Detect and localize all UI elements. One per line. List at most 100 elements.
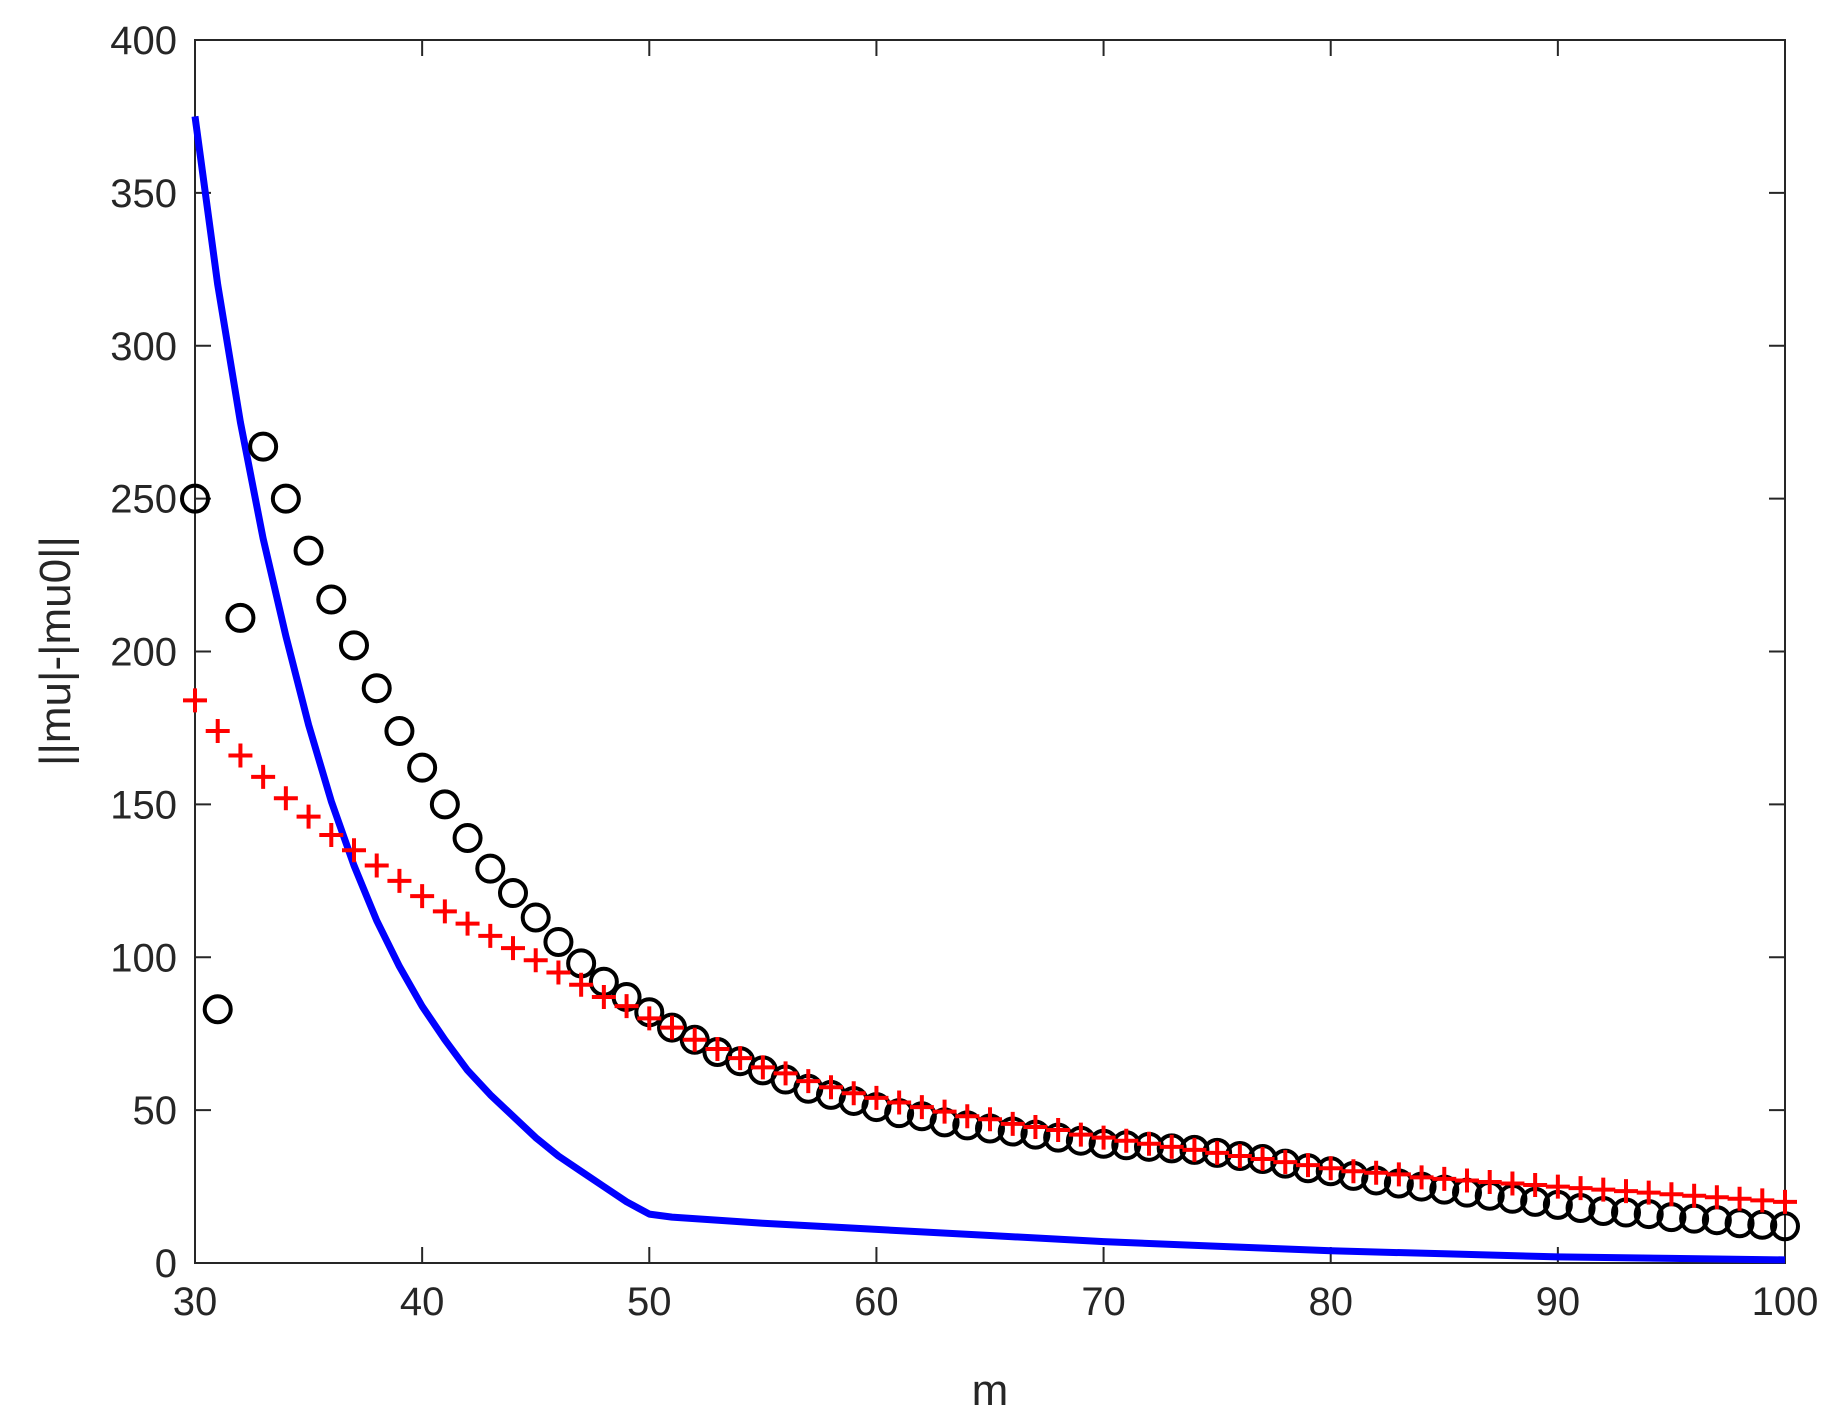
x-tick-label: 30 [173,1280,218,1324]
plus-marker [1386,1162,1411,1187]
circle-marker [270,483,301,514]
plus-marker [1750,1188,1775,1213]
plus-marker [432,899,457,924]
x-tick-label: 50 [627,1280,672,1324]
plus-marker [1159,1134,1184,1159]
y-tick-label: 100 [110,936,177,980]
circle-marker [180,483,210,514]
x-tick-label: 90 [1536,1280,1581,1324]
plus-marker [1545,1174,1570,1199]
plot-frame [194,39,1786,1264]
plus-marker [978,1107,1002,1132]
plus-marker [841,1081,866,1106]
plus-marker [364,853,389,878]
circle-marker [452,823,483,854]
plus-marker [1227,1143,1252,1168]
x-tick-label: 100 [1752,1280,1819,1324]
circle-marker [657,1012,687,1043]
y-tick-label: 50 [133,1089,178,1133]
plus-marker [319,822,344,847]
plus-marker [637,1006,662,1031]
y-tick-label: 250 [110,478,177,522]
y-tick-label: 300 [110,325,177,369]
series-layer [180,115,1800,1264]
plus-marker [1455,1168,1479,1193]
plus-marker [501,936,525,961]
plus-marker [546,960,571,985]
plus-marker [1091,1125,1116,1150]
plus-marker [478,923,503,948]
circle-marker [293,535,324,566]
series-2 [183,688,1797,1214]
plus-marker [251,764,276,789]
plus-marker [728,1046,753,1071]
plus-marker [1704,1185,1729,1210]
plus-marker [1068,1122,1093,1147]
circle-marker [1247,1144,1278,1175]
circle-marker [339,630,369,661]
tick-labels: 30 40 50 60 70 80 90 100 0 50 100 150 200 250 300 350 40… [110,19,1818,1324]
circle-marker [1224,1140,1255,1171]
plus-marker [296,804,321,829]
circle-marker [225,602,256,633]
plus-marker [1364,1160,1389,1185]
plus-marker [1046,1118,1071,1142]
plus-marker [1591,1177,1616,1202]
y-tick-label: 0 [155,1242,177,1286]
plus-marker [1568,1176,1593,1201]
y-tick-label: 150 [110,783,177,827]
plus-marker [682,1027,707,1052]
plus-marker [796,1069,821,1094]
circle-marker [248,431,279,462]
y-tick-label: 400 [110,19,177,63]
plus-marker [1137,1131,1161,1156]
circle-marker [1179,1134,1210,1165]
plus-marker [455,911,480,936]
plus-marker [750,1055,775,1080]
plus-marker [1409,1165,1434,1190]
plus-marker [1682,1183,1707,1208]
plus-marker [228,743,253,768]
plus-marker [1341,1159,1366,1184]
circle-marker [543,926,574,957]
plus-marker [1614,1179,1638,1204]
plus-marker [1523,1173,1548,1198]
plus-marker [1114,1128,1139,1153]
plus-marker [909,1095,934,1120]
plus-marker [1023,1114,1048,1139]
circle-marker [475,853,506,884]
plus-marker [1659,1182,1684,1207]
plus-marker [1182,1137,1207,1162]
plus-marker [591,984,616,1009]
plus-marker [410,884,435,909]
plus-marker [523,948,548,973]
circle-marker [520,902,551,933]
plus-marker [1000,1111,1025,1136]
plus-marker [1500,1171,1525,1196]
series-0 [191,115,1786,1264]
plus-marker [1318,1156,1343,1181]
circle-marker [498,878,528,909]
plus-marker [864,1085,889,1110]
x-tick-label: 40 [400,1280,445,1324]
x-tick-label: 70 [1081,1280,1126,1324]
plus-marker [183,688,207,713]
plus-marker [1432,1166,1457,1191]
plus-marker [660,1015,684,1040]
plus-marker [1773,1189,1797,1214]
y-axis-title: ||mu|-|mu0|| [31,536,80,766]
circle-marker [679,1024,710,1055]
plus-marker [1636,1180,1661,1205]
plus-marker [887,1090,912,1115]
plus-marker [1296,1153,1320,1178]
plus-marker [1273,1150,1298,1175]
x-axis-title: m [972,1366,1009,1415]
circle-marker [316,584,347,615]
circle-marker [384,715,415,746]
plus-marker [273,786,298,811]
y-tick-label: 350 [110,172,177,216]
plus-marker [205,718,230,743]
x-tick-label: 80 [1308,1280,1353,1324]
plus-marker [1205,1140,1230,1165]
